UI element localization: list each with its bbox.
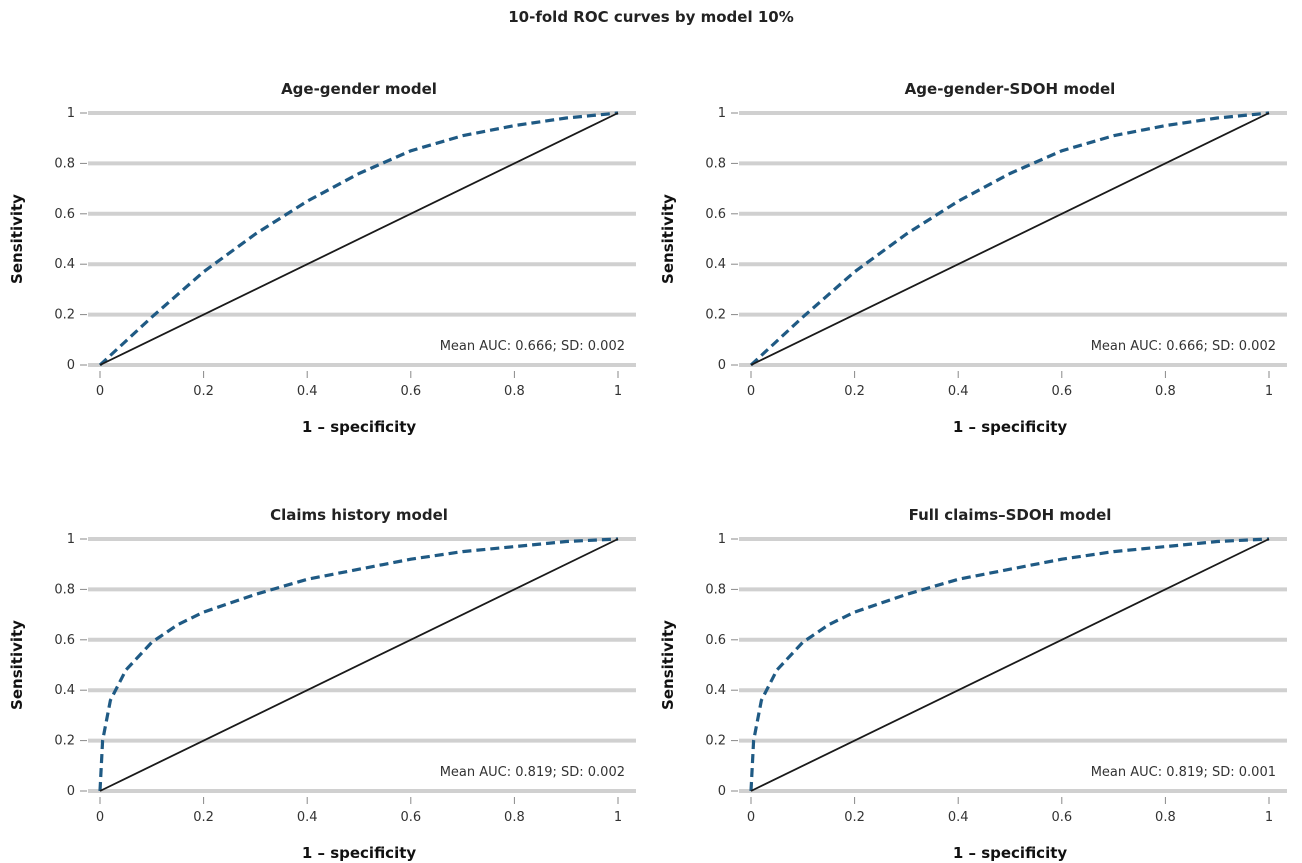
x-tick-label: 0.8 (504, 384, 525, 399)
y-axis-label: Sensitivity (659, 620, 677, 710)
y-tick-label: 1 (67, 106, 75, 121)
y-tick-label: 0 (718, 358, 726, 373)
auc-annotation: Mean AUC: 0.666; SD: 0.002 (440, 339, 625, 354)
roc-panel-age-gender: 0 0.2 0.4 0.6 0.8 1 0 0.2 0.4 0.6 0.8 1 Age-gender m… (0, 70, 650, 440)
y-tick-label: 1 (67, 532, 75, 547)
y-tick-label: 0.8 (705, 156, 726, 171)
x-tick-label: 0.4 (297, 810, 318, 825)
x-tick-label: 1 (614, 810, 622, 825)
x-tick-label: 1 (614, 384, 622, 399)
y-tick-label: 0.8 (54, 156, 75, 171)
x-tick-label: 1 (1265, 810, 1273, 825)
roc-panel-claims-history: 0 0.2 0.4 0.6 0.8 1 0 0.2 0.4 0.6 0.8 1 Claims histo… (0, 496, 650, 863)
auc-annotation: Mean AUC: 0.819; SD: 0.002 (440, 765, 625, 780)
y-tick-label: 0.8 (705, 582, 726, 597)
y-tick-label: 0.6 (705, 633, 726, 648)
reference-diagonal-line (100, 113, 618, 365)
y-tick-label: 0.4 (705, 257, 726, 272)
y-tick-label: 0 (718, 784, 726, 799)
reference-diagonal-line (751, 539, 1269, 791)
x-tick-label: 0.6 (400, 384, 421, 399)
x-tick-label: 0.6 (1051, 384, 1072, 399)
x-tick-label: 0.8 (1155, 810, 1176, 825)
x-tick-label: 0.2 (844, 384, 865, 399)
roc-panel-age-gender-sdoh: 0 0.2 0.4 0.6 0.8 1 0 0.2 0.4 0.6 0.8 1 Age-gender-S… (651, 70, 1301, 440)
panel-title: Full claims–SDOH model (909, 506, 1112, 524)
y-tick-label: 0 (67, 784, 75, 799)
x-tick-label: 0.4 (948, 384, 969, 399)
y-tick-label: 0 (67, 358, 75, 373)
y-tick-label: 0.6 (705, 207, 726, 222)
auc-annotation: Mean AUC: 0.666; SD: 0.002 (1091, 339, 1276, 354)
x-tick-label: 0.8 (1155, 384, 1176, 399)
y-tick-label: 0.6 (54, 633, 75, 648)
x-tick-label: 0.2 (844, 810, 865, 825)
y-tick-label: 0.2 (54, 308, 75, 323)
x-tick-label: 0.6 (1051, 810, 1072, 825)
x-tick-label: 1 (1265, 384, 1273, 399)
y-axis-label: Sensitivity (8, 620, 26, 710)
x-tick-label: 0 (96, 810, 104, 825)
figure-title: 10-fold ROC curves by model 10% (0, 8, 1302, 26)
y-tick-label: 0.6 (54, 207, 75, 222)
y-tick-label: 0.2 (54, 734, 75, 749)
x-tick-label: 0.8 (504, 810, 525, 825)
x-tick-label: 0.4 (297, 384, 318, 399)
x-tick-label: 0.4 (948, 810, 969, 825)
y-axis-label: Sensitivity (659, 194, 677, 284)
x-tick-label: 0.2 (193, 384, 214, 399)
panel-title: Age-gender model (281, 80, 437, 98)
x-axis-label: 1 – specificity (302, 418, 417, 436)
y-tick-label: 0.4 (54, 257, 75, 272)
y-tick-label: 0.4 (54, 683, 75, 698)
x-axis-label: 1 – specificity (302, 844, 417, 862)
auc-annotation: Mean AUC: 0.819; SD: 0.001 (1091, 765, 1276, 780)
y-tick-label: 0.8 (54, 582, 75, 597)
y-tick-label: 0.2 (705, 308, 726, 323)
y-tick-label: 0.2 (705, 734, 726, 749)
x-axis-label: 1 – specificity (953, 844, 1068, 862)
y-tick-label: 0.4 (705, 683, 726, 698)
x-tick-label: 0 (747, 810, 755, 825)
reference-diagonal-line (751, 113, 1269, 365)
x-tick-label: 0 (96, 384, 104, 399)
panel-title: Age-gender-SDOH model (905, 80, 1116, 98)
roc-panel-full-claims-sdoh: 0 0.2 0.4 0.6 0.8 1 0 0.2 0.4 0.6 0.8 1 Full claims–… (651, 496, 1301, 863)
y-tick-label: 1 (718, 106, 726, 121)
reference-diagonal-line (100, 539, 618, 791)
panel-title: Claims history model (270, 506, 448, 524)
y-axis-label: Sensitivity (8, 194, 26, 284)
x-tick-label: 0 (747, 384, 755, 399)
y-tick-label: 1 (718, 532, 726, 547)
x-tick-label: 0.6 (400, 810, 421, 825)
x-axis-label: 1 – specificity (953, 418, 1068, 436)
x-tick-label: 0.2 (193, 810, 214, 825)
